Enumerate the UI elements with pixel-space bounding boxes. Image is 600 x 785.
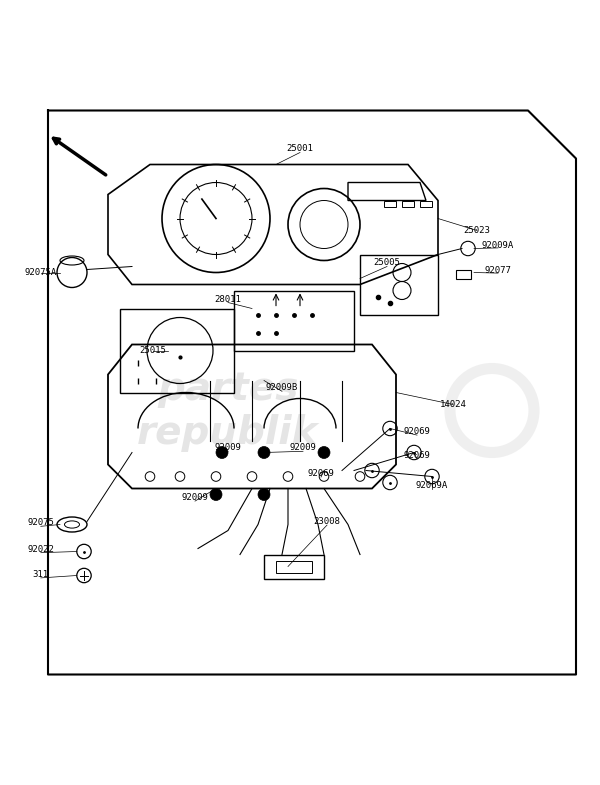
Circle shape [210,488,222,501]
Text: 25023: 25023 [464,226,490,235]
Text: 25005: 25005 [374,258,400,268]
Text: 92009: 92009 [182,493,208,502]
Bar [420,200,432,206]
Text: partes
republik: partes republik [137,370,319,451]
Circle shape [318,447,330,458]
Text: 92022: 92022 [28,546,54,554]
Text: 92069: 92069 [404,427,430,436]
Text: 92009B: 92009B [266,383,298,392]
Text: 311: 311 [33,571,49,579]
Circle shape [258,447,270,458]
Text: 92075A: 92075A [25,268,57,277]
Text: 92069A: 92069A [416,481,448,490]
Text: 92009: 92009 [290,444,316,452]
Text: 28011: 28011 [215,295,241,304]
Text: 92009: 92009 [215,444,241,452]
Bar [456,269,471,279]
Text: 92069: 92069 [308,469,334,478]
Text: 92077: 92077 [485,266,511,276]
Text: 14024: 14024 [440,400,466,409]
Bar [384,200,396,206]
Text: 23008: 23008 [314,517,340,526]
Circle shape [258,488,270,501]
Circle shape [216,447,228,458]
Text: 92009A: 92009A [482,241,514,250]
Text: 92075: 92075 [28,518,54,528]
Bar [402,200,414,206]
Text: 25015: 25015 [140,346,166,355]
Text: 25001: 25001 [287,144,313,153]
Text: 92069: 92069 [404,451,430,460]
